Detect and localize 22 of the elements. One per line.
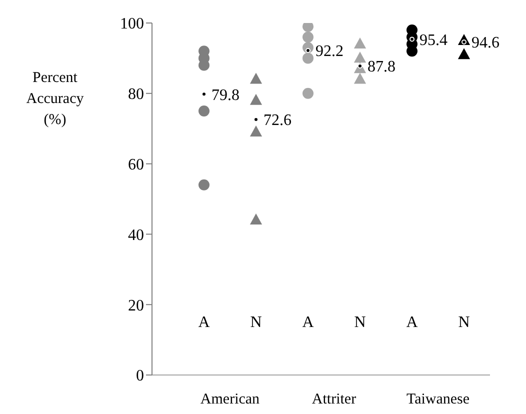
y-axis-title: Percent Accuracy (%) — [25, 69, 85, 130]
x-tick-label: Taiwanese — [406, 392, 470, 408]
x-tick-label: Attriter — [312, 392, 356, 408]
text: N — [250, 314, 262, 331]
text: N — [458, 314, 470, 331]
y-tick-label: 100 — [120, 16, 144, 33]
y-tick-label: 60 — [128, 156, 144, 174]
data-label: 94.6 — [472, 34, 500, 52]
text: A — [198, 314, 210, 331]
data-label: 72.6 — [264, 112, 292, 130]
text: N — [354, 314, 366, 331]
text: A — [302, 314, 314, 331]
y-tick-label: 40 — [128, 226, 144, 244]
data-label: 95.4 — [420, 32, 448, 49]
data-label: 87.8 — [368, 58, 396, 76]
x-tick-label: American — [200, 392, 260, 408]
text: A — [406, 314, 418, 331]
y-tick-label: 20 — [128, 297, 144, 314]
data-label: 92.2 — [316, 43, 344, 60]
y-tick-label: 80 — [128, 86, 144, 104]
y-tick-label: 0 — [136, 368, 144, 385]
data-label: 79.8 — [212, 86, 240, 104]
